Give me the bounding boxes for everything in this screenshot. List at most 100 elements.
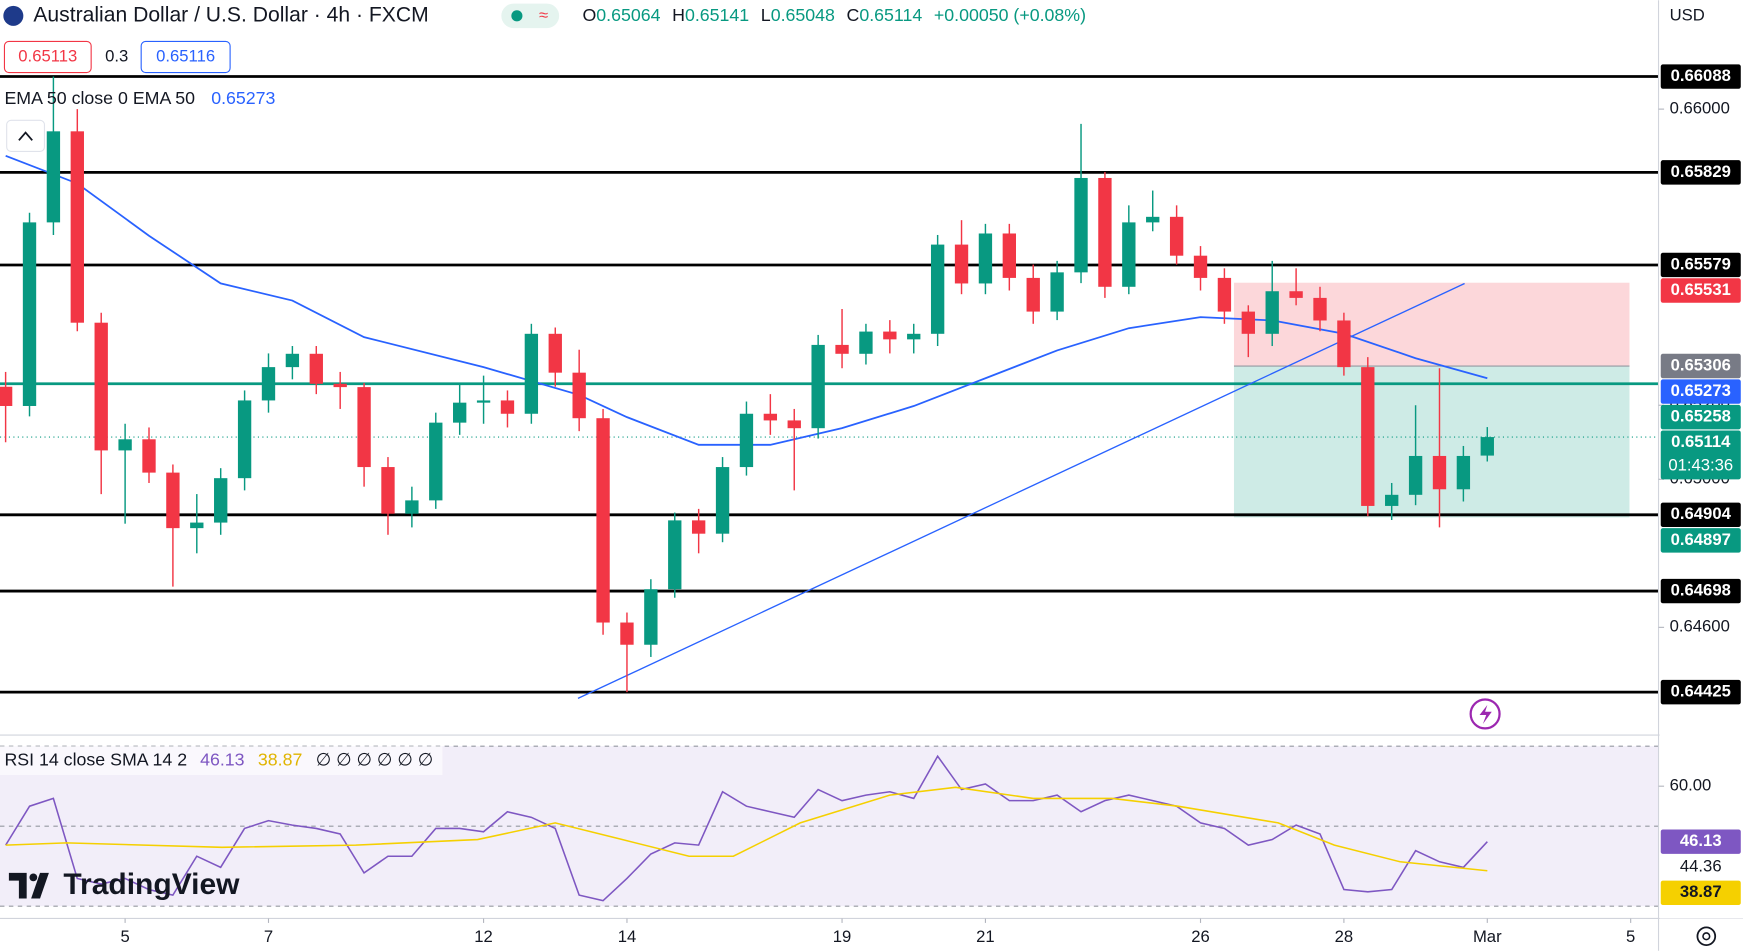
candle-body <box>1456 455 1471 490</box>
last-price-label-bg <box>1660 430 1741 480</box>
candle-body <box>1241 311 1255 334</box>
candle-body <box>548 333 562 373</box>
rsi-label-bg <box>1660 829 1741 854</box>
x-tick-label: 26 <box>1191 927 1210 946</box>
x-tick-label: 7 <box>264 927 273 946</box>
x-tick-label: 19 <box>833 927 852 946</box>
candle-body <box>524 333 539 414</box>
buy-button[interactable] <box>140 40 231 74</box>
sell-button[interactable] <box>3 40 92 74</box>
ohlc-key: H <box>672 5 685 25</box>
level-label-bg <box>1660 679 1741 705</box>
rsi-sma-line <box>5 786 1488 872</box>
candle-body <box>907 333 921 340</box>
time-axis: 5 7 12 14 19 21 26 28 Mar 5 <box>120 918 1635 946</box>
candle-body <box>94 322 108 451</box>
candle-body <box>1050 272 1064 312</box>
candle-body <box>1361 367 1375 506</box>
x-tick-label: Mar <box>1473 927 1502 946</box>
candle-body <box>1265 291 1279 334</box>
candle-body <box>453 402 467 423</box>
ema-label-bg <box>1660 379 1741 404</box>
ohlc-high: 0.65141 <box>685 5 749 25</box>
candle-body <box>500 400 515 414</box>
candle-body <box>70 131 84 323</box>
level-label-bg <box>1660 578 1741 604</box>
status-pill[interactable] <box>501 3 560 29</box>
rsi-line <box>5 754 1488 902</box>
rsi-pane <box>0 745 1659 907</box>
level-label: 0.65258 <box>1671 407 1731 426</box>
ohlc: O0.65064 H0.65141 L0.65048 C0.65114 +0.0… <box>582 5 1086 25</box>
candle-body <box>190 522 204 529</box>
level-label-bg <box>1660 404 1741 430</box>
candle-body <box>1385 494 1399 506</box>
candle-body <box>1337 320 1351 368</box>
candle-body <box>429 422 443 501</box>
candle-body <box>930 244 945 334</box>
candle-body <box>1074 177 1088 273</box>
ema-legend: EMA 50 close 0 EMA 50 <box>4 88 195 108</box>
target-label-bg <box>1660 528 1741 553</box>
candle-body <box>787 420 801 429</box>
currency[interactable]: USD <box>1670 5 1705 24</box>
status-icon: ≈ <box>539 5 548 24</box>
candle-body <box>1169 216 1184 256</box>
rsi-sma-label-bg <box>1660 880 1741 906</box>
candle-body <box>978 233 993 284</box>
candle-body <box>954 244 969 284</box>
level-label-bg <box>1660 502 1741 528</box>
candle-body <box>763 413 778 421</box>
candle-body <box>214 478 228 523</box>
entry-label: 0.65306 <box>1671 355 1731 374</box>
collapse-button[interactable] <box>6 119 46 153</box>
y-tick-label: 0.64600 <box>1670 617 1730 636</box>
bid-price: 0.65113 <box>18 46 77 65</box>
ohlc-key: L <box>761 5 771 25</box>
flag-icon <box>3 5 24 26</box>
rsi-sma-legend-value: 38.87 <box>258 749 302 769</box>
ohlc-open: 0.65064 <box>596 5 660 25</box>
target-zone <box>1233 366 1630 518</box>
alert-icon[interactable] <box>1469 698 1501 730</box>
candle-body <box>118 439 132 451</box>
rsi-label: 46.13 <box>1680 831 1722 850</box>
candle-body <box>1026 277 1040 312</box>
settings-icon-center <box>1702 932 1711 941</box>
rsi-legend: RSI 14 close SMA 14 2 <box>4 749 187 769</box>
last-price-label-countdown: 01:43:36 <box>1668 455 1733 474</box>
candle-body <box>1432 455 1447 490</box>
candle-body <box>715 467 730 534</box>
level-label: 0.64904 <box>1671 504 1732 523</box>
candle-body <box>237 400 252 479</box>
ema-legend-value: 0.65273 <box>211 88 275 108</box>
y-tick-label: 0.66000 <box>1670 99 1730 118</box>
level-label: 0.64698 <box>1671 580 1731 599</box>
alert-bolt <box>1479 705 1492 724</box>
rsi-tick-label: 60.00 <box>1670 776 1712 795</box>
candle-body <box>381 467 395 514</box>
level-label: 0.65829 <box>1671 162 1731 181</box>
candle-body <box>572 372 586 419</box>
stop-label-bg <box>1660 278 1741 303</box>
ohlc-key: C <box>847 5 860 25</box>
rsi-legend-bg <box>0 746 443 776</box>
settings-icon[interactable] <box>1696 926 1717 947</box>
ohlc-close: 0.65114 <box>859 5 922 25</box>
x-tick-label: 28 <box>1335 927 1354 946</box>
level-label-bg <box>1660 160 1741 185</box>
ohlc-key: O <box>582 5 596 25</box>
symbol-title: Australian Dollar / U.S. Dollar · 4h · F… <box>33 3 428 26</box>
candle-body <box>859 331 873 354</box>
candle-body <box>476 400 491 403</box>
candle-body <box>309 353 323 384</box>
candle-body <box>405 500 419 514</box>
candle-body <box>285 353 300 368</box>
candle-body <box>644 589 658 645</box>
candle-body <box>691 520 706 534</box>
x-tick-label: 12 <box>474 927 493 946</box>
trend-line <box>577 282 1465 700</box>
candle-body <box>620 622 634 645</box>
